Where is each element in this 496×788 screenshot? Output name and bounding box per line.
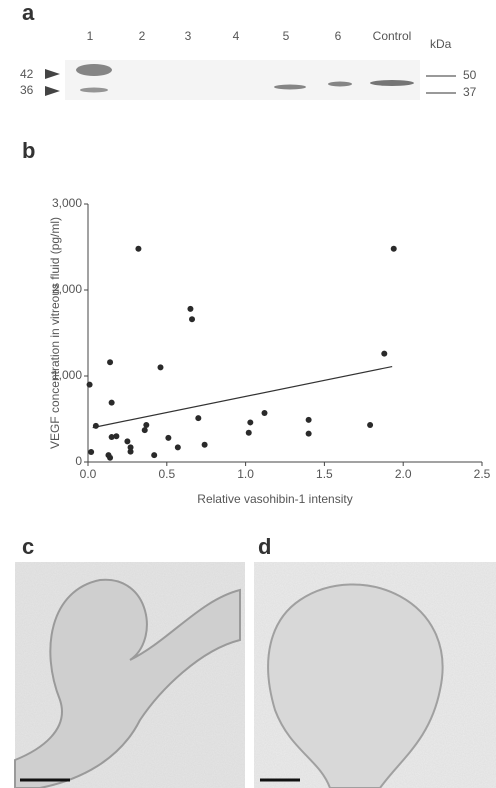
trendline [92,365,393,429]
point [261,409,268,416]
point [245,429,252,436]
lane-label: 5 [283,29,290,43]
point [305,416,312,423]
scatter-chart: 0 1,000 2,000 3,000 0.0 0.5 1.0 1.5 2.0 2.5 Relati… [48,196,490,506]
lane-labels: 1 2 3 4 5 6 Control [87,29,412,43]
x-tick-label: 1.5 [316,467,333,481]
point [305,430,312,437]
marker-label: 50 [463,68,477,82]
x-tick-label: 1.0 [237,467,254,481]
point [201,441,208,448]
point [107,359,114,366]
lane-label: 3 [185,29,192,43]
arrowhead [45,69,60,96]
point [367,422,374,429]
panel-label: b [22,138,35,163]
point [127,444,134,451]
point [189,316,196,323]
y-tick-label: 1,000 [52,368,82,382]
x-tick-label: 2.5 [474,467,491,481]
y-axis-label: VEGF concentration in vitreous fluid (pg… [48,217,62,449]
lane-label: 1 [87,29,94,43]
point [141,427,148,434]
point [157,364,164,371]
y-tick-label: 2,000 [52,282,82,296]
bands [76,64,414,93]
lane-label: 4 [233,29,240,43]
point [143,422,150,429]
point [113,433,120,440]
point [127,448,134,455]
point [381,350,388,357]
x-tick-label: 0.0 [80,467,97,481]
marker-label: 42 [20,67,34,81]
point [151,452,158,459]
lane-label: 2 [139,29,146,43]
point [124,438,131,445]
y-tick-label: 3,000 [52,196,82,210]
micrograph [14,562,245,788]
micrograph [254,562,496,788]
blot [65,60,420,100]
lane-label: 6 [335,29,342,43]
unit-label: kDa [430,37,452,51]
point [174,444,181,451]
point [86,381,93,388]
point [108,434,115,441]
panel-label: c [22,534,34,559]
marker-label: 37 [463,85,477,99]
y-tick-label: 0 [75,454,82,468]
point [187,305,194,312]
point [165,434,172,441]
point [195,415,202,422]
x-tick-label: 2.0 [395,467,412,481]
lane-label: Control [373,29,412,43]
panel-label: d [258,534,271,559]
panel-label: a [22,0,35,25]
point [108,399,115,406]
point [107,454,114,461]
point [247,419,254,426]
x-axis-label: Relative vasohibin-1 intensity [197,492,352,506]
marker-label: 36 [20,83,34,97]
point [92,422,99,429]
point [88,449,95,456]
x-tick-label: 0.5 [158,467,175,481]
point [135,245,142,252]
point [390,245,397,252]
